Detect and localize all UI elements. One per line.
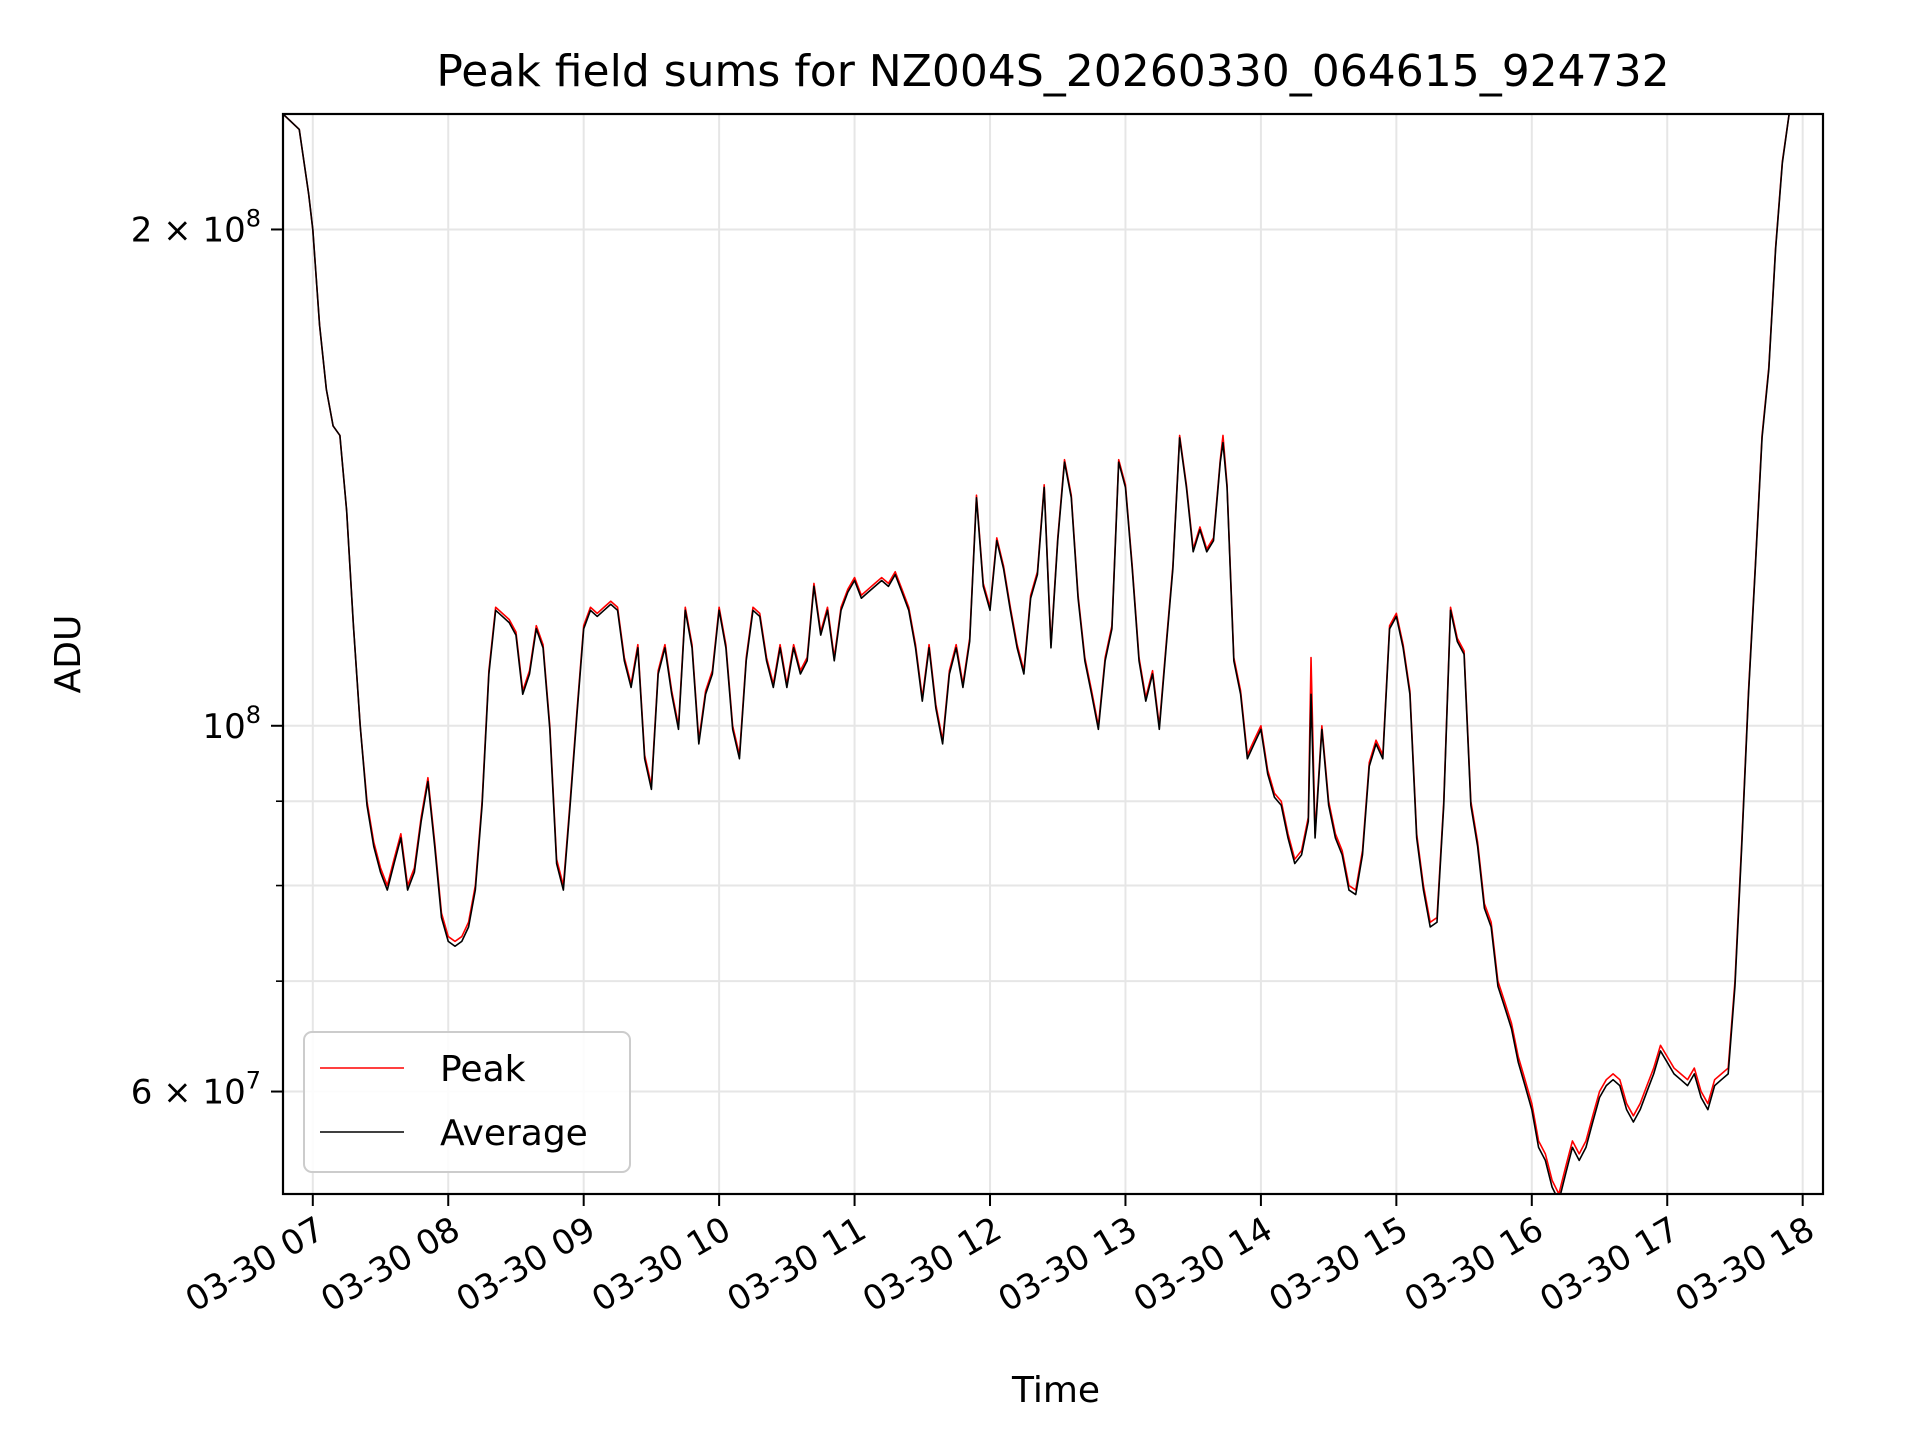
- y-tick-label: 2 × 108: [131, 204, 261, 250]
- x-axis-title: Time: [1011, 1370, 1100, 1411]
- legend-box: [303, 1031, 631, 1173]
- y-gridlines: [283, 228, 1823, 1093]
- series-layer: [283, 114, 1823, 1194]
- x-gridlines: [311, 114, 1804, 1194]
- y-axis-title: ADU: [48, 615, 89, 694]
- y-axis-ticks: 6 × 107 108 2 × 108: [131, 204, 283, 1113]
- chart-title: Peak field sums for NZ004S_20260330_0646…: [436, 46, 1669, 97]
- legend: Peak Average: [303, 1031, 631, 1173]
- y-tick-label: 108: [202, 701, 261, 747]
- y-tick-label: 6 × 107: [131, 1067, 261, 1113]
- series-average-line: [283, 114, 1823, 1194]
- plot-frame: [281, 112, 1825, 1196]
- legend-peak-label: Peak: [440, 1049, 526, 1090]
- legend-average-label: Average: [440, 1113, 588, 1154]
